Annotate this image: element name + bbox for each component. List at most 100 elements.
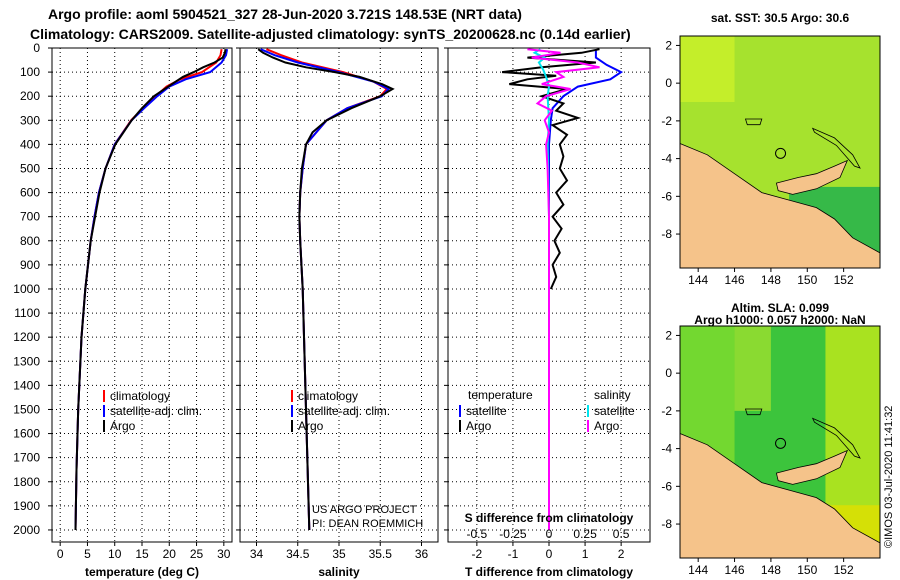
x-tick-label-salinity: 0.5: [613, 527, 630, 541]
series-line-diff-t-satellite: [548, 49, 624, 530]
x-tick-label: -1: [508, 547, 519, 561]
map-title: sat. SST: 30.5 Argo: 30.6: [711, 11, 850, 25]
x-tick-label-salinity: 0.25: [573, 527, 597, 541]
y-tick-label: -4: [661, 152, 672, 166]
depth-tick-label: 500: [20, 161, 40, 175]
legend-label: climatology: [298, 389, 358, 403]
x-tick-label: 35: [332, 547, 346, 561]
series-line-temp-argo: [74, 49, 227, 531]
depth-tick-label: 700: [20, 210, 40, 224]
depth-tick-label: 900: [20, 258, 40, 272]
depth-tick-label: 1800: [13, 475, 40, 489]
timestamp: ©IMOS 03-Jul-2020 11:41:32: [883, 405, 895, 548]
y-tick-label: -8: [661, 517, 672, 531]
legend-label: Argo: [110, 419, 136, 433]
profile-panel-sal: 34 34.5 35 35.5 36 salinity climatologysatelli…: [236, 47, 439, 579]
depth-tick-label: 1700: [13, 451, 40, 465]
legend-label: satellite-adj. clim.: [298, 404, 390, 418]
map-panel-sst: 144 146 148 150 152 2 0 -2 -4 -6 -8 sat. SST: 30.5 …: [661, 11, 881, 287]
y-tick-label: -6: [661, 479, 672, 493]
x-tick-label: 146: [725, 563, 745, 577]
depth-tick-label: 600: [20, 186, 40, 200]
depth-tick-label: 1200: [13, 330, 40, 344]
x-tick-label: 30: [217, 547, 231, 561]
credit-line-1: US ARGO PROJECT: [312, 504, 417, 516]
depth-tick-label: 800: [20, 234, 40, 248]
legend-label: climatology: [110, 389, 170, 403]
coast-manus: [744, 118, 763, 126]
profile-panel-temp: 0 5 10 15 20 25 30 temperature (deg C) climatolo…: [48, 47, 233, 579]
depth-tick-label: 1100: [14, 306, 40, 320]
x-tick-label: 150: [797, 563, 817, 577]
x-tick-label: 152: [834, 563, 854, 577]
x-tick-label: 146: [725, 273, 745, 287]
header-line-1: Argo profile: aoml 5904521_327 28-Jun-20…: [48, 6, 522, 22]
header-line-2: Climatology: CARS2009. Satellite-adjuste…: [30, 26, 631, 42]
land-new-britain: [775, 449, 849, 485]
y-tick-label: -2: [661, 114, 672, 128]
y-tick-label: 2: [665, 38, 672, 52]
x-tick-label: 148: [761, 563, 781, 577]
legend-title-temperature: temperature: [468, 388, 533, 402]
x-tick-label: 15: [135, 547, 149, 561]
x-tick-label-salinity: -0.5: [467, 527, 488, 541]
depth-tick-label: 1300: [13, 354, 40, 368]
legend-label: Argo: [594, 419, 620, 433]
field-patch: [734, 326, 771, 411]
x-axis-label: T difference from climatology: [465, 565, 633, 579]
x-tick-label: -2: [472, 547, 483, 561]
map-frame: [679, 35, 881, 269]
y-tick-label: 0: [665, 76, 672, 90]
x-tick-label: 10: [108, 547, 122, 561]
map-panel-sla: 144 146 148 150 152 2 0 -2 -4 -6 -8 Altim. SLA: 0.0…: [661, 301, 881, 577]
x-tick-label: 20: [163, 547, 177, 561]
x-axis-label-salinity: S difference from climatology: [465, 511, 634, 525]
legend-label: Argo: [298, 419, 324, 433]
depth-tick-label: 100: [20, 65, 40, 79]
x-tick-label: 36: [415, 547, 429, 561]
field-patch: [680, 36, 735, 103]
plot-frame: [239, 47, 439, 543]
coast-manus: [744, 408, 763, 416]
legend-label: satellite: [594, 404, 635, 418]
y-tick-label: 0: [665, 366, 672, 380]
x-tick-label: 144: [688, 273, 708, 287]
depth-tick-label: 1900: [13, 499, 40, 513]
depth-tick-label: 1600: [13, 427, 40, 441]
legend-label: satellite-adj. clim.: [110, 404, 202, 418]
map-subtitle: Argo h1000: 0.057 h2000: NaN: [694, 313, 865, 327]
coast-new-ireland: [811, 127, 861, 169]
profile-panel-diff: -2 -1 0 1 2 T difference from climatology temp…: [444, 47, 651, 579]
x-tick-label: 0: [57, 547, 64, 561]
x-tick-label: 5: [84, 547, 91, 561]
depth-tick-label: 300: [20, 113, 40, 127]
depth-tick-label: 1500: [13, 402, 40, 416]
x-tick-label: 25: [190, 547, 204, 561]
x-tick-label-salinity: -0.25: [499, 527, 527, 541]
depth-tick-label: 1000: [13, 282, 40, 296]
x-tick-label: 35.5: [369, 547, 393, 561]
argo-position-marker: [775, 147, 787, 159]
coast-new-ireland: [811, 417, 861, 459]
y-tick-label: 2: [665, 328, 672, 342]
y-tick-label: -6: [661, 189, 672, 203]
land-new-britain: [775, 159, 849, 195]
x-tick-label-salinity: 0: [546, 527, 553, 541]
argo-position-marker: [775, 437, 787, 449]
x-tick-label: 144: [688, 563, 708, 577]
x-axis-label: temperature (deg C): [85, 565, 199, 579]
depth-tick-label: 200: [20, 89, 40, 103]
depth-tick-label: 2000: [13, 523, 40, 537]
series-line-sal-argo: [257, 48, 395, 531]
legend-label: satellite: [466, 404, 507, 418]
x-axis-label: salinity: [318, 565, 360, 579]
series-line-diff-t-argo: [501, 48, 600, 290]
plot-frame: [51, 47, 233, 543]
x-tick-label: 152: [834, 273, 854, 287]
x-tick-label: 34.5: [286, 547, 310, 561]
map-frame: [679, 325, 881, 559]
legend-title-salinity: salinity: [594, 388, 631, 402]
x-tick-label: 148: [761, 273, 781, 287]
series-line-diff-s-argo: [527, 48, 600, 530]
